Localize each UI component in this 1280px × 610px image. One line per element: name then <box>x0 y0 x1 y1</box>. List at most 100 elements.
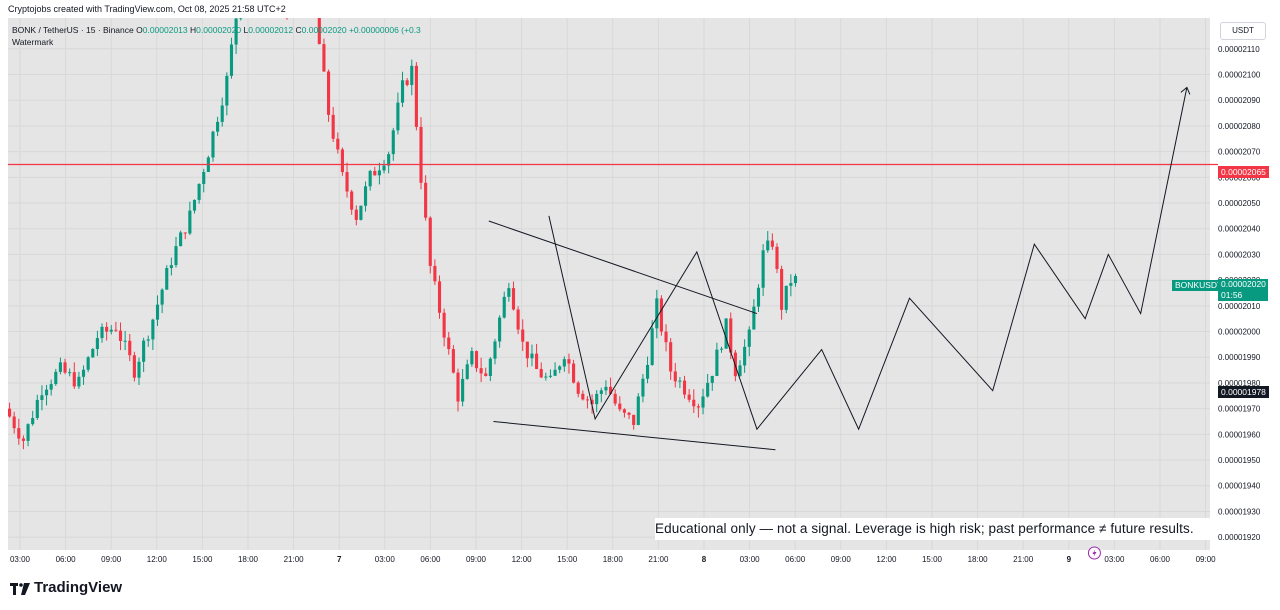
candle-body <box>146 339 150 341</box>
candle-body <box>91 349 95 358</box>
candle-body <box>336 138 340 150</box>
candle-body <box>451 349 455 373</box>
candle-body <box>507 288 511 297</box>
close-value: 0.00002020 <box>301 25 347 35</box>
change-value: +0.00000006 (+0.3 <box>348 25 421 35</box>
candle-body <box>114 329 118 331</box>
candle-body <box>95 338 99 350</box>
x-tick-label: 21:00 <box>284 555 305 564</box>
candle-body <box>44 389 49 396</box>
y-tick-label: 0.00001990 <box>1218 353 1261 362</box>
watermark-label: Watermark <box>12 37 54 47</box>
candle-body <box>17 428 21 439</box>
candle-body <box>340 149 344 173</box>
candle-body <box>622 409 626 413</box>
y-tick-label: 0.00002090 <box>1218 96 1261 105</box>
open-label: O <box>136 25 143 35</box>
currency-button[interactable]: USDT <box>1220 22 1266 40</box>
candle-body <box>160 289 164 305</box>
candle-body <box>756 287 761 307</box>
x-tick-label: 7 <box>337 555 342 564</box>
symbol-legend: BONK / TetherUS · 15 · Binance O0.000020… <box>12 25 421 35</box>
candle-body <box>627 412 631 415</box>
candle-body <box>174 246 178 266</box>
candle-body <box>317 18 321 45</box>
candle-body <box>132 355 136 378</box>
candlestick-chart[interactable]: 0.00001920 0.00001930 0.00001940 0.00001950… <box>8 18 1272 568</box>
candle-body <box>8 408 12 417</box>
candle-body <box>354 209 358 220</box>
candle-body <box>155 304 160 320</box>
candle-body <box>322 44 326 72</box>
candle-body <box>363 186 368 206</box>
candle-body <box>669 342 673 372</box>
projection-arrowhead <box>1180 86 1191 95</box>
candle-body <box>105 326 109 332</box>
candle-body <box>437 281 442 313</box>
candle-body <box>650 328 654 365</box>
candle-body <box>479 368 483 374</box>
candle-body <box>377 170 381 176</box>
candle-body <box>502 296 506 318</box>
candle-body <box>169 265 173 269</box>
candle-body <box>165 268 169 290</box>
candle-body <box>470 351 474 365</box>
candle-body <box>128 340 132 356</box>
low-label: L <box>243 25 249 35</box>
current-price-tag: 0.00002020 01:56 <box>1218 279 1268 301</box>
candle-body <box>743 346 747 366</box>
candle-body <box>521 329 525 342</box>
candle-body <box>345 172 349 192</box>
y-tick-label: 0.00002100 <box>1218 71 1261 80</box>
x-tick-label: 21:00 <box>648 555 669 564</box>
time-axis-background <box>8 550 1210 568</box>
x-tick-label: 06:00 <box>56 555 77 564</box>
candle-body <box>655 298 659 329</box>
candle-body <box>558 366 562 370</box>
low-value: 0.00002012 <box>248 25 294 35</box>
close-label: C <box>295 25 302 35</box>
chart-area[interactable]: 0.00001920 0.00001930 0.00001940 0.00001950… <box>8 18 1272 568</box>
candle-body <box>216 121 220 132</box>
current-symbol-tag: BONKUSDT <box>1172 280 1226 291</box>
candle-body <box>400 80 405 103</box>
x-tick-label: 12:00 <box>512 555 533 564</box>
x-tick-label: 8 <box>702 555 707 564</box>
lightning-icon <box>1092 549 1097 557</box>
candle-body <box>183 232 187 234</box>
candle-body <box>419 126 423 183</box>
candle-body <box>211 131 215 158</box>
candle-body <box>599 390 603 394</box>
candle-body <box>202 172 206 184</box>
y-tick-label: 0.00001980 <box>1218 379 1261 388</box>
x-tick-label: 09:00 <box>466 555 487 564</box>
candle-body <box>535 353 539 369</box>
candle-body <box>609 386 613 394</box>
candle-body <box>359 205 363 220</box>
candle-body <box>12 416 16 429</box>
candle-body <box>784 285 788 310</box>
candle-body <box>585 399 590 401</box>
y-tick-label: 0.00002050 <box>1218 199 1261 208</box>
x-tick-label: 06:00 <box>785 555 806 564</box>
candle-body <box>493 341 497 359</box>
candle-body <box>58 362 62 372</box>
zigzag-projection <box>548 87 1188 431</box>
candle-body <box>789 283 793 286</box>
candle-body <box>488 358 492 376</box>
y-tick-label: 0.00001950 <box>1218 456 1261 465</box>
candle-body <box>706 382 710 397</box>
candle-body <box>659 298 663 332</box>
candle-body <box>678 380 682 382</box>
candle-body <box>118 330 123 341</box>
candle-body <box>49 384 53 390</box>
candle-body <box>31 418 35 425</box>
candle-body <box>77 376 81 387</box>
candle-body <box>567 359 571 364</box>
candle-body <box>239 18 243 19</box>
candle-body <box>220 105 224 122</box>
candle-body <box>724 318 728 349</box>
countdown: 01:56 <box>1221 290 1243 300</box>
candle-body <box>525 341 529 359</box>
candle-body <box>382 165 386 171</box>
